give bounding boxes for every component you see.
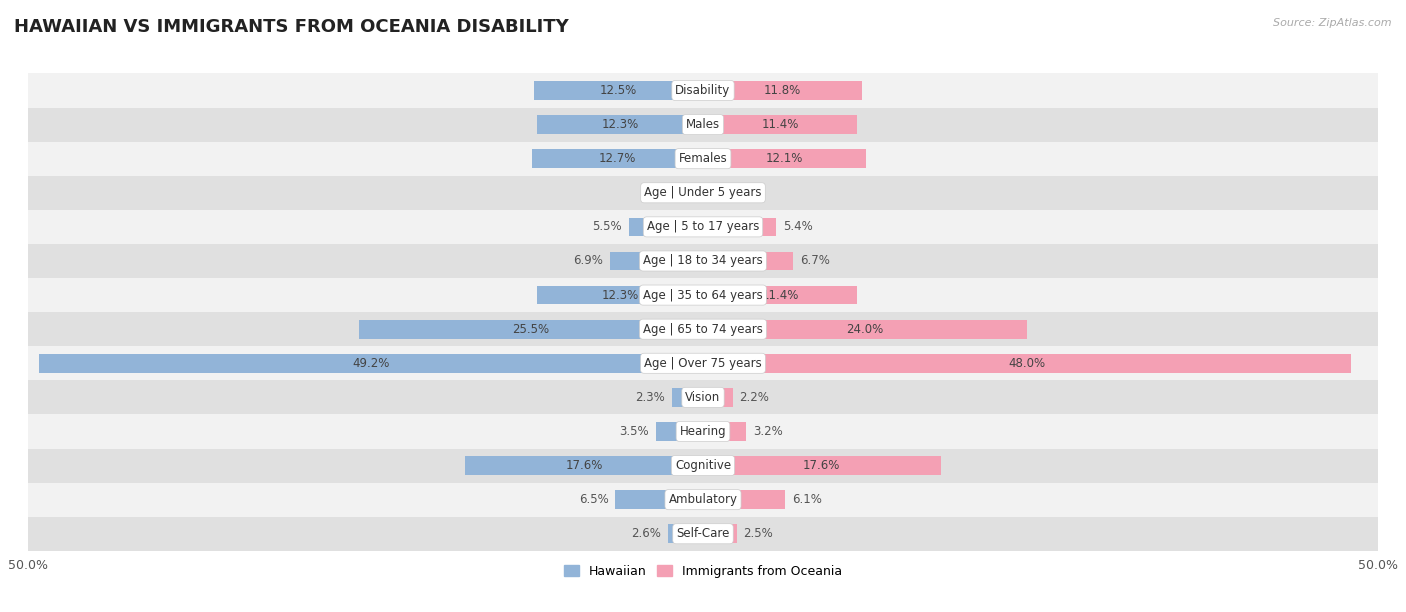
Bar xyxy=(39,354,703,373)
Bar xyxy=(534,81,703,100)
Bar xyxy=(359,320,703,338)
Text: 48.0%: 48.0% xyxy=(1008,357,1046,370)
Text: Age | 35 to 64 years: Age | 35 to 64 years xyxy=(643,289,763,302)
Bar xyxy=(703,490,786,509)
Text: Age | Under 5 years: Age | Under 5 years xyxy=(644,186,762,200)
Bar xyxy=(28,380,1378,414)
Text: Females: Females xyxy=(679,152,727,165)
Text: 12.3%: 12.3% xyxy=(602,289,638,302)
Bar xyxy=(28,414,1378,449)
Text: Males: Males xyxy=(686,118,720,131)
Text: 2.5%: 2.5% xyxy=(744,528,773,540)
Bar xyxy=(610,252,703,271)
Text: 1.2%: 1.2% xyxy=(650,186,681,200)
Text: Disability: Disability xyxy=(675,84,731,97)
Bar xyxy=(655,422,703,441)
Text: 12.1%: 12.1% xyxy=(766,152,803,165)
Text: Cognitive: Cognitive xyxy=(675,459,731,472)
Text: 12.7%: 12.7% xyxy=(599,152,636,165)
Text: 25.5%: 25.5% xyxy=(512,323,550,335)
Bar xyxy=(28,176,1378,210)
Bar xyxy=(28,483,1378,517)
Bar xyxy=(703,320,1026,338)
Text: 17.6%: 17.6% xyxy=(803,459,841,472)
Text: 17.6%: 17.6% xyxy=(565,459,603,472)
Text: 3.2%: 3.2% xyxy=(754,425,783,438)
Bar xyxy=(703,149,866,168)
Bar xyxy=(531,149,703,168)
Text: Vision: Vision xyxy=(685,391,721,404)
Bar xyxy=(703,286,856,304)
Text: Age | 65 to 74 years: Age | 65 to 74 years xyxy=(643,323,763,335)
Text: 12.5%: 12.5% xyxy=(600,84,637,97)
Bar xyxy=(703,422,747,441)
Bar xyxy=(537,286,703,304)
Text: 12.3%: 12.3% xyxy=(602,118,638,131)
Bar xyxy=(703,115,856,134)
Bar xyxy=(616,490,703,509)
Text: Ambulatory: Ambulatory xyxy=(668,493,738,506)
Bar xyxy=(703,217,776,236)
Text: 5.4%: 5.4% xyxy=(783,220,813,233)
Text: 6.7%: 6.7% xyxy=(800,255,830,267)
Text: 6.5%: 6.5% xyxy=(579,493,609,506)
Bar xyxy=(672,388,703,407)
Bar xyxy=(703,354,1351,373)
Text: 11.4%: 11.4% xyxy=(761,289,799,302)
Bar xyxy=(668,524,703,543)
Bar xyxy=(28,346,1378,380)
Text: Source: ZipAtlas.com: Source: ZipAtlas.com xyxy=(1274,18,1392,28)
Bar xyxy=(28,210,1378,244)
Bar xyxy=(465,456,703,475)
Text: Age | Over 75 years: Age | Over 75 years xyxy=(644,357,762,370)
Text: HAWAIIAN VS IMMIGRANTS FROM OCEANIA DISABILITY: HAWAIIAN VS IMMIGRANTS FROM OCEANIA DISA… xyxy=(14,18,569,36)
Bar xyxy=(703,388,733,407)
Bar xyxy=(28,73,1378,108)
Text: 6.9%: 6.9% xyxy=(574,255,603,267)
Bar xyxy=(28,141,1378,176)
Bar xyxy=(628,217,703,236)
Bar xyxy=(28,108,1378,141)
Bar xyxy=(28,449,1378,483)
Legend: Hawaiian, Immigrants from Oceania: Hawaiian, Immigrants from Oceania xyxy=(560,560,846,583)
Bar xyxy=(703,524,737,543)
Bar xyxy=(537,115,703,134)
Text: Self-Care: Self-Care xyxy=(676,528,730,540)
Text: 2.2%: 2.2% xyxy=(740,391,769,404)
Bar xyxy=(703,252,793,271)
Text: Age | 18 to 34 years: Age | 18 to 34 years xyxy=(643,255,763,267)
Text: 24.0%: 24.0% xyxy=(846,323,883,335)
Bar xyxy=(703,456,941,475)
Text: 49.2%: 49.2% xyxy=(353,357,389,370)
Text: Hearing: Hearing xyxy=(679,425,727,438)
Text: 11.4%: 11.4% xyxy=(761,118,799,131)
Text: 2.6%: 2.6% xyxy=(631,528,661,540)
Text: 5.5%: 5.5% xyxy=(592,220,621,233)
Text: 3.5%: 3.5% xyxy=(620,425,650,438)
Text: 11.8%: 11.8% xyxy=(763,84,801,97)
Text: 1.2%: 1.2% xyxy=(725,186,756,200)
Bar xyxy=(28,278,1378,312)
Bar xyxy=(28,244,1378,278)
Bar xyxy=(703,184,720,202)
Bar xyxy=(686,184,703,202)
Bar xyxy=(28,312,1378,346)
Bar xyxy=(703,81,862,100)
Text: Age | 5 to 17 years: Age | 5 to 17 years xyxy=(647,220,759,233)
Text: 6.1%: 6.1% xyxy=(792,493,823,506)
Text: 2.3%: 2.3% xyxy=(636,391,665,404)
Bar xyxy=(28,517,1378,551)
